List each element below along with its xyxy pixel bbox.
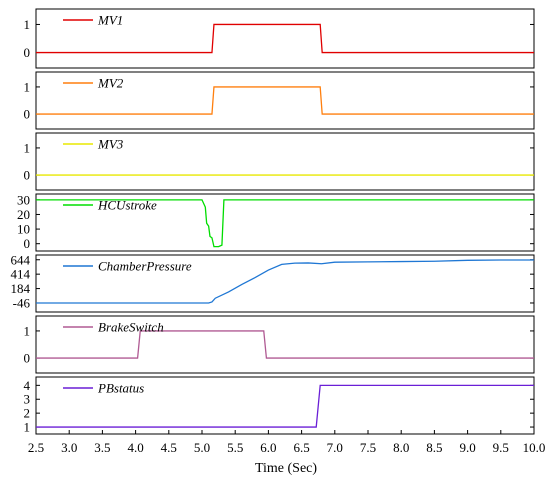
x-tick-label: 3.5 [94, 440, 110, 455]
panel-frame [35, 193, 535, 252]
x-tick-label: 5.5 [227, 440, 243, 455]
y-tick-label: 4 [24, 378, 31, 393]
x-tick-label: 7.0 [327, 440, 343, 455]
series-line-mv2 [36, 86, 534, 115]
panel-frame [35, 8, 535, 69]
y-tick-label: 30 [17, 192, 30, 207]
y-tick-label: -46 [13, 295, 31, 310]
y-tick-label: 644 [11, 252, 31, 267]
x-tick-label: 9.0 [459, 440, 475, 455]
x-tick-label: 5.0 [194, 440, 210, 455]
legend-label: MV2 [97, 76, 124, 91]
panel-frame [35, 376, 535, 435]
y-tick-label: 1 [24, 420, 31, 435]
y-tick-label: 1 [24, 140, 31, 155]
y-tick-label: 20 [17, 207, 30, 222]
series-line-brakeswitch [36, 330, 534, 359]
panel-frame [35, 71, 535, 130]
panel-mv2: 0 1 MV2 [24, 71, 535, 130]
x-tick-label: 6.0 [260, 440, 276, 455]
y-tick-label: 0 [24, 168, 31, 183]
x-tick-label: 4.0 [127, 440, 143, 455]
panel-frame [35, 132, 535, 191]
x-tick-label: 8.5 [426, 440, 442, 455]
legend-label: ChamberPressure [98, 259, 192, 274]
shared-x-axis: 2.5 3.0 3.5 4.0 4.5 5.0 5.5 6.0 6.5 7.0 7.5 8.0 8.5 9… [28, 430, 546, 455]
legend-label: HCUstroke [97, 198, 157, 213]
y-tick-label: 0 [24, 351, 31, 366]
series-line-chamberpressure [36, 259, 534, 304]
y-tick-label: 1 [24, 17, 31, 32]
y-tick-label: 2 [24, 406, 31, 421]
series-line-pbstatus [36, 384, 534, 428]
y-tick-label: 10 [17, 222, 30, 237]
y-tick-label: 184 [11, 281, 31, 296]
x-tick-label: 10.0 [523, 440, 546, 455]
panel-brakeswitch: 0 1 BrakeSwitch [24, 315, 535, 374]
legend-label: MV1 [97, 13, 123, 28]
panel-mv3: 0 1 MV3 [24, 132, 535, 191]
series-line-mv1 [36, 23, 534, 54]
panel-frame [35, 254, 535, 313]
y-tick-label: 1 [24, 323, 31, 338]
x-tick-label: 2.5 [28, 440, 44, 455]
y-tick-label: 3 [24, 392, 31, 407]
legend-label: BrakeSwitch [98, 320, 164, 335]
series-line-hcustroke [36, 199, 534, 248]
x-tick-label: 3.0 [61, 440, 77, 455]
x-axis-title: Time (Sec) [255, 461, 317, 476]
x-tick-label: 6.5 [293, 440, 309, 455]
legend-label: PBstatus [97, 381, 144, 396]
x-tick-label: 8.0 [393, 440, 409, 455]
panel-mv1: 0 1 MV1 [24, 8, 535, 69]
y-tick-label: 1 [24, 79, 31, 94]
y-tick-label: 0 [24, 45, 31, 60]
y-tick-label: 414 [11, 267, 31, 282]
x-tick-label: 7.5 [360, 440, 376, 455]
y-tick-label: 0 [24, 236, 31, 251]
x-tick-label: 9.5 [493, 440, 509, 455]
legend-label: MV3 [97, 137, 124, 152]
panel-frame [35, 315, 535, 374]
x-tick-label: 4.5 [161, 440, 177, 455]
y-tick-label: 0 [24, 107, 31, 122]
